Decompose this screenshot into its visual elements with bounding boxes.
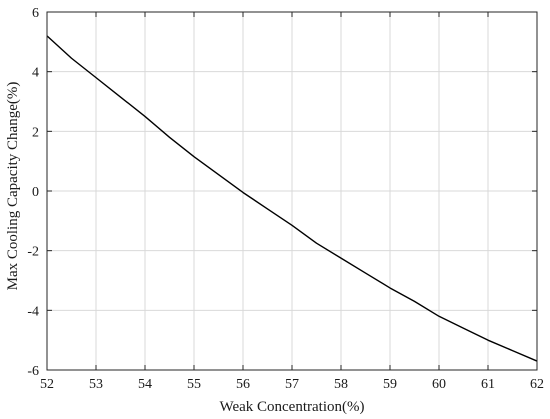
x-axis-label: Weak Concentration(%) (220, 399, 365, 415)
series-line (46, 35, 538, 362)
x-tick-label: 53 (89, 377, 103, 392)
x-tick-label: 54 (138, 377, 152, 392)
x-tick-label: 52 (40, 377, 54, 392)
x-tick-label: 59 (383, 377, 397, 392)
y-tick-label: -4 (27, 304, 39, 319)
x-tick-label: 55 (187, 377, 201, 392)
x-tick-label: 56 (236, 377, 250, 392)
series-layer (46, 35, 538, 362)
x-tick-label: 58 (334, 377, 348, 392)
y-tick-label: 0 (32, 185, 39, 200)
tick-labels: 52 53 54 55 56 57 58 59 60 61 62 -6 -4 -2 0 2 4 6 (27, 6, 544, 392)
x-tick-label: 62 (530, 377, 544, 392)
y-tick-label: 4 (32, 66, 39, 81)
y-tick-label: -2 (27, 245, 39, 260)
y-tick-label: 6 (32, 6, 39, 21)
x-tick-label: 57 (285, 377, 299, 392)
y-axis-label: Max Cooling Capacity Change(%) (5, 82, 21, 291)
grid-lines (47, 12, 537, 370)
y-tick-label: -6 (27, 364, 39, 379)
y-tick-label: 2 (32, 125, 39, 140)
axes-frame (46, 11, 538, 371)
x-tick-label: 61 (481, 377, 495, 392)
x-tick-label: 60 (432, 377, 446, 392)
